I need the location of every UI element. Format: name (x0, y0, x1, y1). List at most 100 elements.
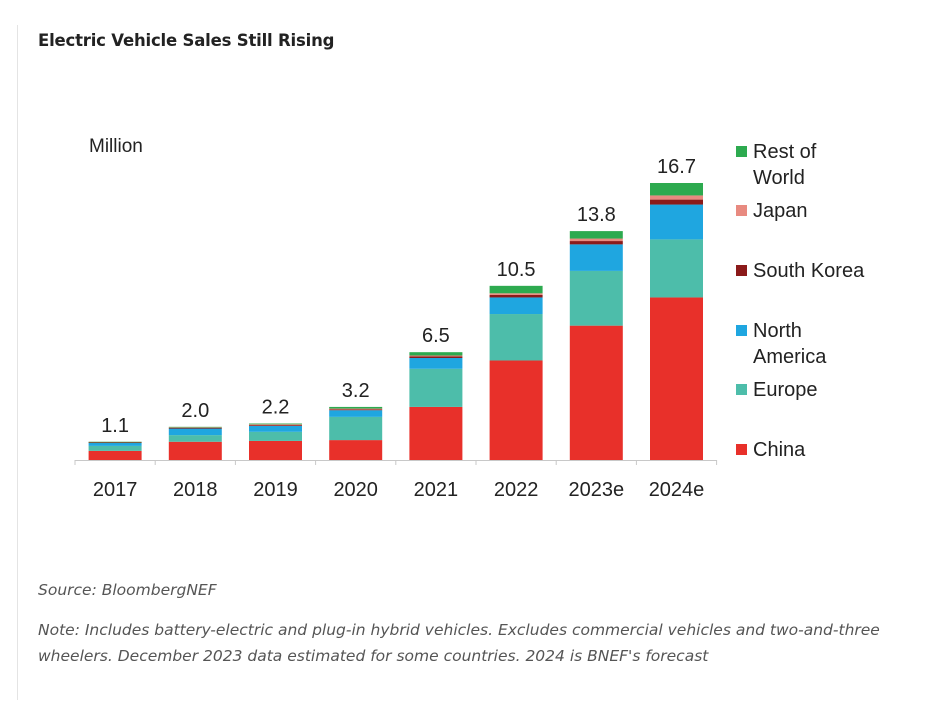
total-label: 10.5 (497, 259, 536, 281)
bar-segment-china (489, 360, 543, 460)
x-tick-label: 2024e (649, 479, 705, 501)
legend: Rest of World Japan South Korea North America… (736, 141, 865, 461)
bar-segment-japan (569, 238, 623, 242)
bar-segment-china (409, 406, 463, 460)
bar-stack-2020 (329, 406, 383, 460)
bar-segment-south-korea (489, 294, 543, 298)
bar-segment-china (249, 440, 302, 460)
legend-label: Japan (753, 200, 808, 222)
bar-segment-japan (249, 424, 302, 426)
chart-title: Electric Vehicle Sales Still Rising (38, 31, 335, 50)
footnote: Note: Includes battery-electric and plug… (38, 621, 880, 665)
bar-segment-rest-of-world (650, 183, 703, 196)
total-label: 3.2 (342, 380, 370, 402)
legend-label: Europe (753, 379, 818, 401)
x-tick-label: 2017 (93, 479, 138, 501)
bar-segment-japan (650, 195, 703, 200)
bar-segment-europe (249, 431, 302, 441)
bar-segment-japan (489, 293, 543, 295)
bar-segment-europe (409, 368, 463, 407)
total-label: 13.8 (577, 204, 616, 226)
bar-segment-north-america (249, 425, 302, 432)
legend-swatch (736, 384, 747, 395)
x-tick-label: 2021 (414, 479, 459, 501)
bar-segment-rest-of-world (409, 352, 463, 356)
bar-segment-europe (168, 435, 222, 442)
bar-segment-south-korea (329, 409, 383, 411)
total-label: 1.1 (101, 415, 129, 437)
legend-swatch (736, 146, 747, 157)
bar-segment-europe (329, 416, 383, 441)
bar-stack-2023e (569, 231, 623, 460)
bar-segment-north-america (409, 357, 463, 369)
bars-group: 1.1 2.0 2.2 3.2 6.5 10.5 13.8 16.7 (88, 156, 703, 460)
legend-label: World (753, 167, 805, 189)
bar-segment-south-korea (249, 425, 302, 426)
bar-segment-china (569, 325, 623, 460)
total-label: 2.2 (262, 397, 290, 419)
x-tick-label: 2019 (253, 479, 298, 501)
bar-segment-north-america (88, 442, 142, 446)
legend-item: Rest of World (736, 141, 817, 189)
legend-item: Japan (736, 200, 808, 222)
bar-stack-2017 (88, 441, 142, 460)
x-tick-label: 2022 (494, 479, 539, 501)
bar-segment-china (329, 440, 383, 460)
bar-segment-south-korea (569, 241, 623, 245)
legend-item: Europe (736, 379, 818, 401)
legend-label: China (753, 439, 806, 461)
bar-segment-north-america (168, 428, 222, 436)
bar-segment-europe (650, 239, 703, 298)
bar-stack-2021 (409, 352, 463, 460)
bar-segment-japan (168, 427, 222, 428)
legend-item: South Korea (736, 260, 865, 282)
bar-segment-north-america (569, 244, 623, 271)
bar-stack-2024e (650, 183, 703, 460)
x-tick-label: 2020 (333, 479, 378, 501)
bar-segment-rest-of-world (329, 406, 383, 409)
total-label: 6.5 (422, 325, 450, 347)
bar-segment-japan (329, 408, 383, 410)
legend-swatch (736, 325, 747, 336)
left-border-rule (17, 25, 18, 700)
bar-segment-europe (88, 445, 142, 451)
legend-label: North (753, 320, 802, 342)
bar-segment-north-america (329, 410, 383, 417)
bar-segment-south-korea (409, 356, 463, 358)
bar-segment-north-america (489, 297, 543, 315)
total-label: 2.0 (181, 400, 209, 422)
legend-item: North America (736, 320, 827, 368)
bar-stack-2018 (168, 426, 222, 460)
bar-segment-south-korea (168, 427, 222, 429)
bar-segment-china (168, 441, 222, 460)
legend-label: America (753, 346, 827, 368)
bar-segment-north-america (650, 204, 703, 240)
bar-segment-europe (569, 270, 623, 326)
total-label: 16.7 (657, 156, 696, 178)
bar-segment-rest-of-world (168, 426, 222, 428)
bar-segment-china (88, 450, 142, 460)
bar-segment-south-korea (650, 199, 703, 205)
x-axis: 2017 2018 2019 2020 2021 2022 2023e 2024e (74, 460, 718, 501)
bar-segment-south-korea (88, 442, 142, 444)
bar-stack-2022 (489, 285, 543, 460)
unit-label: Million (89, 136, 143, 157)
bar-stack-2019 (249, 423, 302, 460)
bar-segment-japan (409, 355, 463, 357)
bar-segment-rest-of-world (88, 441, 142, 443)
legend-label: South Korea (753, 260, 865, 282)
legend-label: Rest of (753, 141, 817, 163)
legend-item: China (736, 439, 806, 461)
x-tick-label: 2023e (568, 479, 624, 501)
bar-segment-rest-of-world (489, 285, 543, 294)
bar-segment-china (650, 297, 703, 460)
bar-segment-europe (489, 314, 543, 361)
legend-swatch (736, 265, 747, 276)
legend-swatch (736, 444, 747, 455)
bar-segment-rest-of-world (569, 231, 623, 239)
bar-segment-rest-of-world (249, 423, 302, 425)
legend-swatch (736, 205, 747, 216)
x-tick-label: 2018 (173, 479, 218, 501)
source-note: Source: BloombergNEF (38, 581, 217, 599)
